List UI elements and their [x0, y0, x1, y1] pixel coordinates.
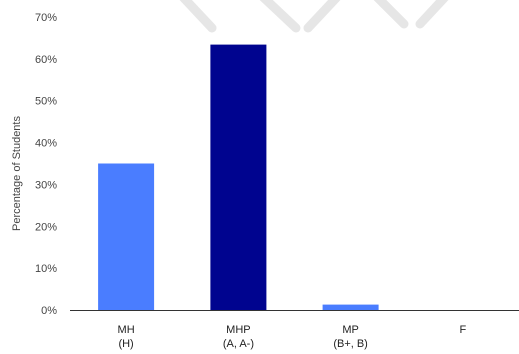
- x-tick-label: MHP: [226, 324, 250, 336]
- x-tick-label: (H): [118, 338, 133, 350]
- x-tick-label: (B+, B): [333, 338, 368, 350]
- bar: [210, 44, 267, 310]
- bars: [98, 44, 379, 310]
- watermark-dash: [373, 0, 409, 29]
- x-tick-label: (A, A-): [223, 338, 254, 350]
- x-axis-labels: MH (H) MHP (A, A-) MP (B+, B) F: [118, 324, 467, 350]
- watermark-dash: [179, 0, 217, 33]
- x-tick-label: MP: [342, 324, 359, 336]
- y-axis-ticks: 0% 10% 20% 30% 40% 50% 60% 70%: [35, 12, 57, 317]
- y-tick-label: 20%: [35, 221, 57, 233]
- x-tick-label: F: [460, 324, 467, 336]
- y-tick-label: 30%: [35, 179, 57, 191]
- watermark-dash: [415, 0, 449, 29]
- y-tick-label: 60%: [35, 54, 57, 66]
- y-axis-title: Percentage of Students: [11, 116, 23, 231]
- background-watermark: [179, 0, 449, 33]
- y-tick-label: 50%: [35, 96, 57, 108]
- bar: [322, 304, 379, 310]
- y-tick-label: 0%: [41, 305, 57, 317]
- watermark-dash: [259, 0, 301, 33]
- y-tick-label: 40%: [35, 138, 57, 150]
- y-tick-label: 10%: [35, 263, 57, 275]
- bar: [98, 163, 155, 310]
- x-tick-label: MH: [118, 324, 135, 336]
- y-tick-label: 70%: [35, 12, 57, 24]
- watermark-dash: [303, 0, 341, 33]
